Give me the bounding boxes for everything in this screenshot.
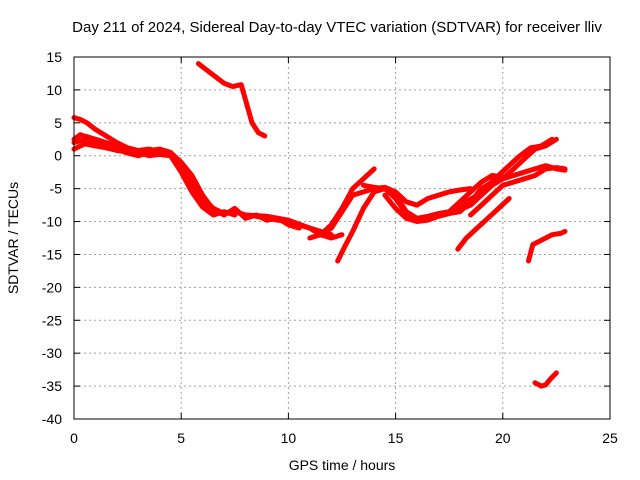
y-tick-label: 10: [46, 82, 62, 98]
y-tick-label: 5: [54, 115, 62, 131]
y-axis-label: SDTVAR / TECUs: [5, 182, 21, 294]
series-line-arc-15: [526, 228, 568, 264]
x-tick-label: 25: [602, 430, 618, 446]
series-line-arc-13: [468, 165, 568, 218]
series-line-arc-12: [453, 136, 555, 215]
y-tick-label: -35: [42, 378, 62, 394]
x-tick-labels: 0 5 10 15 20 25: [70, 430, 618, 446]
series-line-arc-8: [307, 166, 377, 241]
x-tick-label: 0: [70, 430, 78, 446]
y-tick-label: -40: [42, 411, 62, 427]
series-layer: [71, 61, 568, 389]
series-line-arc-14: [455, 196, 512, 252]
series-line-arc-9: [335, 136, 559, 264]
y-tick-label: -20: [42, 279, 62, 295]
y-tick-label: -30: [42, 345, 62, 361]
y-tick-label: -10: [42, 214, 62, 230]
series-line-arc-11: [360, 173, 506, 223]
y-tick-label: -15: [42, 246, 62, 262]
grid-layer: [74, 57, 610, 419]
x-tick-label: 5: [177, 430, 185, 446]
series-line-arc-2: [71, 115, 345, 241]
x-axis-label: GPS time / hours: [289, 457, 396, 473]
series-line-arc-16: [532, 370, 559, 389]
y-tick-label: 0: [54, 148, 62, 164]
plot-frame: [73, 56, 611, 420]
series-line-arc-5: [71, 132, 163, 159]
y-tick-label: -25: [42, 312, 62, 328]
x-tick-label: 15: [388, 430, 404, 446]
ticks-layer: [73, 56, 611, 420]
y-tick-label: 15: [46, 49, 62, 65]
x-tick-label: 10: [281, 430, 297, 446]
y-tick-label: -5: [50, 181, 63, 197]
chart-title: Day 211 of 2024, Sidereal Day-to-day VTE…: [72, 19, 602, 36]
x-tick-label: 20: [495, 430, 511, 446]
series-line-arc-6: [195, 61, 268, 139]
y-tick-labels: 15 10 5 0 -5 -10 -15 -20 -25 -30 -35 -40: [42, 49, 62, 427]
